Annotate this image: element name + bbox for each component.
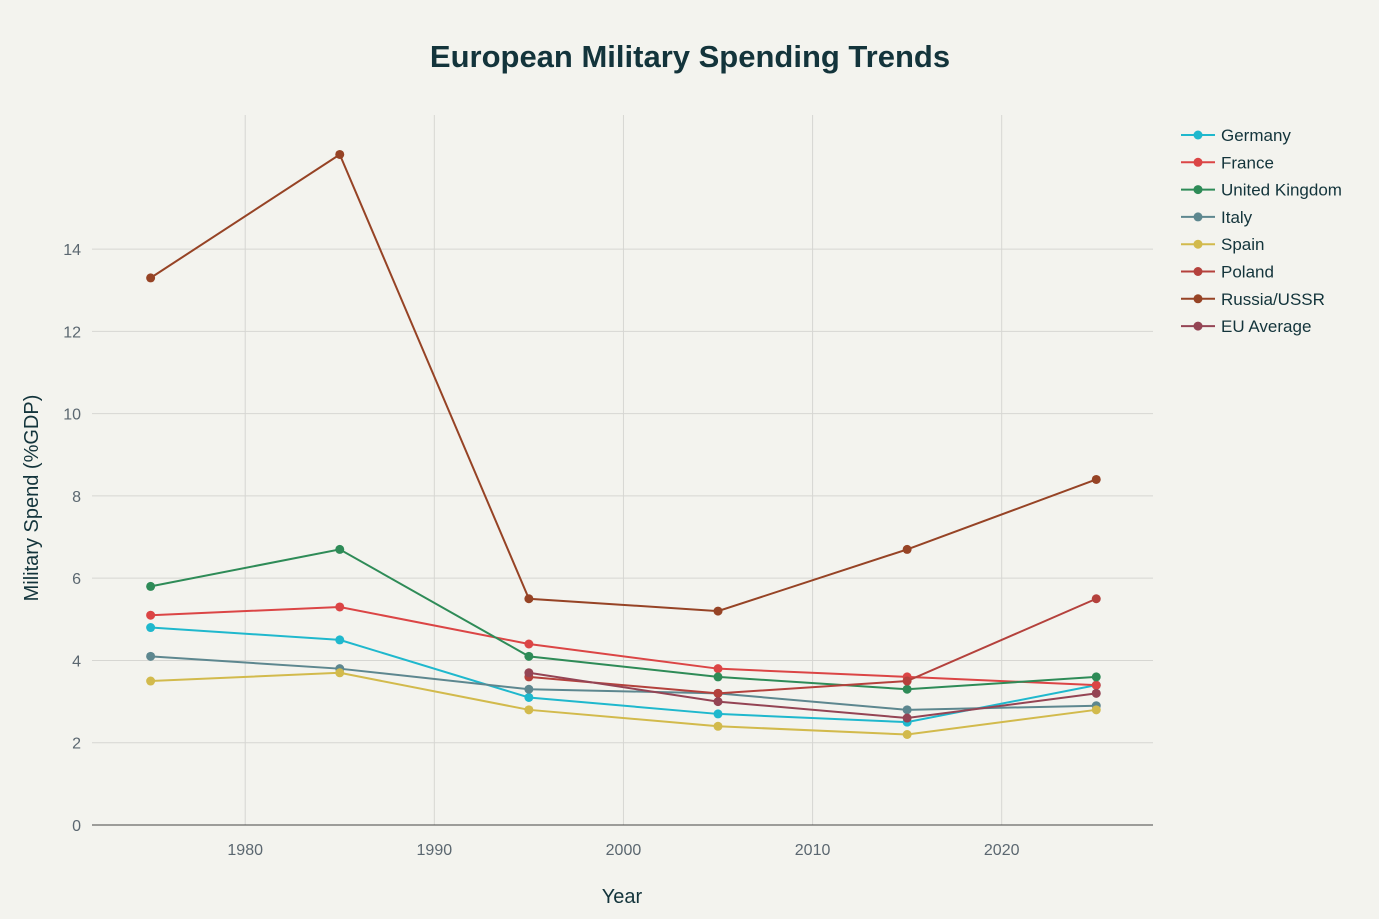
y-tick-label: 12 bbox=[63, 324, 81, 341]
data-point bbox=[335, 149, 345, 159]
legend-item: Poland bbox=[1181, 263, 1274, 282]
data-point bbox=[335, 544, 345, 554]
data-point bbox=[713, 664, 723, 674]
legend-item: Spain bbox=[1181, 235, 1264, 254]
data-point bbox=[902, 684, 912, 694]
data-point bbox=[902, 713, 912, 723]
data-point bbox=[524, 639, 534, 649]
series-eu-average bbox=[524, 668, 1101, 723]
legend-label: Russia/USSR bbox=[1221, 290, 1325, 309]
data-point bbox=[1091, 705, 1101, 715]
legend-label: EU Average bbox=[1221, 317, 1311, 336]
data-point bbox=[524, 692, 534, 702]
series-line bbox=[150, 671, 1097, 736]
legend-item: France bbox=[1181, 153, 1274, 172]
y-tick-label: 6 bbox=[72, 571, 81, 588]
data-point bbox=[146, 676, 156, 686]
chart-title: European Military Spending Trends bbox=[430, 39, 950, 74]
legend-label: United Kingdom bbox=[1221, 181, 1342, 200]
legend-marker bbox=[1193, 130, 1203, 140]
data-point bbox=[1091, 672, 1101, 682]
legend-marker bbox=[1193, 294, 1203, 304]
series-russia-ussr bbox=[146, 149, 1101, 616]
data-point bbox=[146, 610, 156, 620]
legend-marker bbox=[1193, 185, 1203, 195]
y-tick-label: 2 bbox=[72, 736, 81, 753]
legend-marker bbox=[1193, 267, 1203, 276]
data-point bbox=[713, 606, 723, 616]
series-line bbox=[528, 671, 1097, 720]
data-point bbox=[902, 676, 912, 686]
series-line bbox=[150, 548, 1097, 691]
data-point bbox=[1091, 680, 1101, 690]
legend-marker bbox=[1193, 321, 1203, 331]
legend-label: Poland bbox=[1221, 263, 1274, 282]
data-point bbox=[1091, 688, 1101, 698]
y-tick-label: 0 bbox=[72, 818, 81, 835]
data-point bbox=[902, 730, 912, 740]
y-tick-label: 10 bbox=[63, 407, 81, 424]
data-point bbox=[1091, 594, 1101, 604]
x-tick-label: 1990 bbox=[417, 842, 453, 859]
data-point bbox=[713, 709, 723, 719]
series-poland bbox=[524, 594, 1101, 698]
data-point bbox=[146, 273, 156, 283]
data-point bbox=[524, 651, 534, 661]
data-point bbox=[335, 602, 345, 612]
x-tick-label: 1980 bbox=[227, 842, 263, 859]
data-point bbox=[902, 544, 912, 554]
data-point bbox=[902, 705, 912, 715]
data-point bbox=[146, 623, 156, 633]
y-axis-label: Military Spend (%GDP) bbox=[21, 395, 43, 602]
y-tick-label: 8 bbox=[72, 489, 81, 506]
data-point bbox=[146, 581, 156, 591]
data-point bbox=[524, 668, 534, 678]
legend-marker bbox=[1193, 157, 1203, 167]
series-line bbox=[150, 153, 1097, 613]
data-point bbox=[713, 697, 723, 707]
x-tick-label: 2010 bbox=[795, 842, 831, 859]
legend-marker bbox=[1193, 239, 1203, 249]
legend-label: Spain bbox=[1221, 235, 1264, 254]
legend-item: EU Average bbox=[1181, 317, 1311, 336]
legend-label: Germany bbox=[1221, 126, 1291, 145]
x-axis-label: Year bbox=[602, 886, 643, 908]
x-tick-label: 2020 bbox=[984, 842, 1020, 859]
y-tick-label: 4 bbox=[72, 653, 81, 670]
series-line bbox=[528, 597, 1097, 695]
legend-label: France bbox=[1221, 153, 1274, 172]
data-point bbox=[524, 684, 534, 694]
series-france bbox=[146, 602, 1101, 690]
data-point bbox=[713, 688, 723, 698]
legend-marker bbox=[1193, 212, 1203, 222]
legend-item: Italy bbox=[1181, 208, 1253, 227]
data-point bbox=[713, 721, 723, 731]
data-point bbox=[524, 594, 534, 604]
series-line bbox=[150, 605, 1097, 687]
y-tick-label: 14 bbox=[63, 242, 81, 259]
series-spain bbox=[146, 668, 1101, 740]
legend-item: United Kingdom bbox=[1181, 181, 1342, 200]
data-point bbox=[1091, 474, 1101, 484]
data-point bbox=[335, 668, 345, 678]
data-point bbox=[146, 651, 156, 661]
data-point bbox=[524, 705, 534, 715]
legend-label: Italy bbox=[1221, 208, 1253, 227]
series-united-kingdom bbox=[146, 544, 1101, 694]
series-line bbox=[150, 655, 1097, 711]
data-point bbox=[713, 672, 723, 682]
data-point bbox=[335, 635, 345, 645]
series-line bbox=[150, 626, 1097, 724]
legend-item: Russia/USSR bbox=[1181, 290, 1325, 309]
legend-item: Germany bbox=[1181, 126, 1291, 145]
x-tick-label: 2000 bbox=[606, 842, 642, 859]
